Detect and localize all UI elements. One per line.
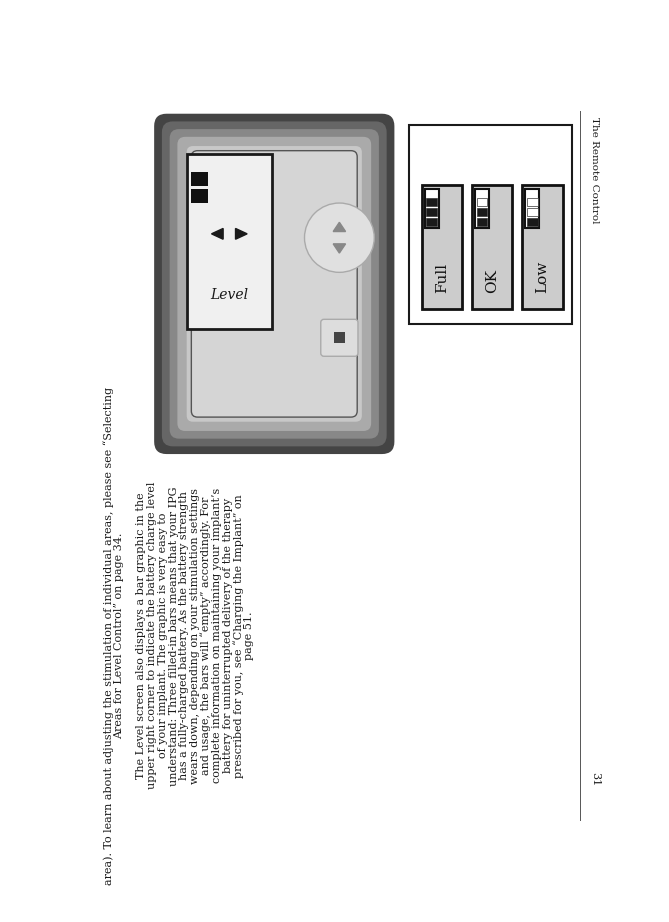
Bar [425,189,439,228]
Text: OK: OK [485,269,499,293]
Bar [472,185,512,309]
Bar [187,154,272,329]
Text: complete information on maintaining your implant’s: complete information on maintaining your… [212,488,222,784]
Bar [191,172,209,186]
Bar [475,189,489,228]
Polygon shape [333,243,346,254]
Text: wears down, depending on your stimulation settings: wears down, depending on your stimulatio… [190,488,200,784]
Bar [527,218,538,226]
Text: 31: 31 [589,772,599,786]
Bar [409,125,572,324]
Text: Level: Level [210,289,248,302]
Text: area). To learn about adjusting the stimulation of individual areas, please see : area). To learn about adjusting the stim… [103,386,114,885]
FancyBboxPatch shape [191,150,357,417]
Bar [525,189,539,228]
Text: The Level screen also displays a bar graphic in the: The Level screen also displays a bar gra… [136,492,146,779]
Polygon shape [211,229,223,239]
Text: The Remote Control: The Remote Control [589,117,599,223]
Bar [476,197,488,207]
Bar [476,207,488,216]
Bar [527,197,538,207]
Text: battery for uninterrupted delivery of the therapy: battery for uninterrupted delivery of th… [223,498,233,774]
Bar [476,218,488,226]
Text: of your implant. The graphic is very easy to: of your implant. The graphic is very eas… [158,513,168,759]
Bar [421,185,462,309]
Bar [334,333,345,343]
Bar [426,197,437,207]
Bar [426,218,437,226]
Circle shape [304,203,374,272]
Text: prescribed for you, see “Charging the Implant” on: prescribed for you, see “Charging the Im… [233,494,244,777]
Bar [522,185,563,309]
Text: has a fully-charged battery. As the battery strength: has a fully-charged battery. As the batt… [179,491,189,780]
Text: Full: Full [435,263,449,293]
FancyBboxPatch shape [170,129,379,439]
Text: Low: Low [535,261,549,293]
Polygon shape [235,229,247,239]
Text: upper right corner to indicate the battery charge level: upper right corner to indicate the batte… [147,482,157,789]
Bar [527,207,538,216]
FancyBboxPatch shape [154,113,395,454]
Text: understand: Three filled-in bars means that your IPG: understand: Three filled-in bars means t… [169,486,179,786]
Polygon shape [333,222,346,231]
FancyBboxPatch shape [187,146,362,421]
FancyBboxPatch shape [162,122,387,446]
Text: and usage, the bars will “empty” accordingly. For: and usage, the bars will “empty” accordi… [201,497,211,775]
FancyBboxPatch shape [177,136,371,431]
Bar [426,207,437,216]
Bar [191,189,209,203]
Text: Areas for Level Control” on page 34.: Areas for Level Control” on page 34. [114,533,124,739]
FancyBboxPatch shape [320,319,358,356]
Text: page 51.: page 51. [244,611,254,660]
